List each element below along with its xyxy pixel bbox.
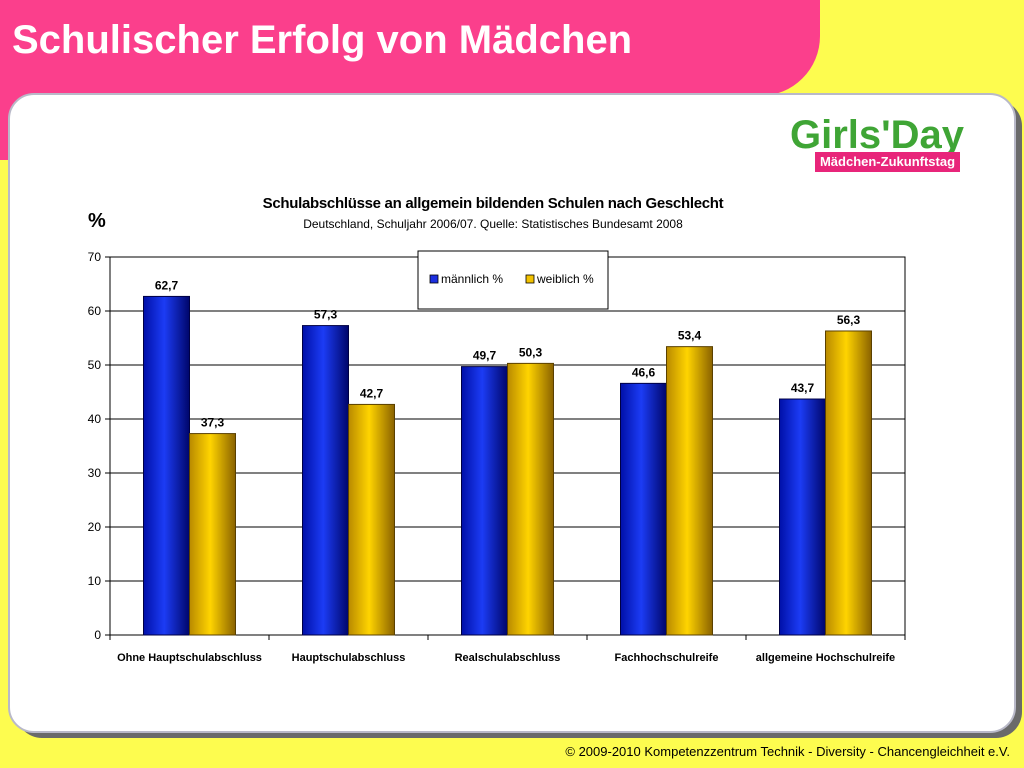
data-label: 56,3 [837, 313, 861, 327]
logo-wordmark: Girls'Day [790, 113, 965, 157]
bar-female [348, 403, 395, 636]
y-tick-label: 20 [88, 520, 102, 534]
x-tick-label: Realschulabschluss [455, 652, 561, 664]
title-banner [0, 0, 820, 96]
data-label: 57,3 [314, 308, 338, 322]
legend-label-male: männlich % [441, 272, 503, 286]
logo-tagline: Mädchen-Zukunftstag [815, 152, 960, 172]
x-tick-label: Hauptschulabschluss [292, 652, 406, 664]
data-label: 46,6 [632, 365, 656, 379]
bar-male [302, 325, 349, 636]
legend-box [417, 250, 609, 310]
y-tick-label: 50 [88, 358, 102, 372]
y-tick-label: 60 [88, 304, 102, 318]
x-tick-label: Ohne Hauptschulabschluss [117, 652, 262, 664]
bar-male [779, 398, 826, 636]
x-tick-label: Fachhochschulreife [615, 652, 719, 664]
bar-female [666, 346, 713, 636]
data-label: 43,7 [791, 381, 815, 395]
x-tick-label: allgemeine Hochschulreife [756, 652, 895, 664]
bar-female [825, 330, 872, 636]
bar-female [507, 362, 554, 636]
bar-chart: 0 10 20 30 40 50 60 70 Ohne Hauptschulabschluss… [88, 250, 906, 664]
slide-title: Schulischer Erfolg von Mädchen [12, 18, 633, 62]
data-label: 37,3 [201, 416, 225, 430]
legend-swatch-female [525, 274, 535, 284]
y-tick-label: 40 [88, 412, 102, 426]
data-label: 50,3 [519, 345, 543, 359]
y-tick-label: 70 [88, 250, 102, 264]
footer-copyright: © 2009-2010 Kompetenzzentrum Technik - D… [565, 744, 1010, 759]
y-tick-label: 30 [88, 466, 102, 480]
data-label: 42,7 [360, 386, 384, 400]
legend-swatch-male [429, 274, 439, 284]
bar-male [143, 295, 190, 636]
bar-female [189, 433, 236, 636]
y-tick-label: 0 [94, 628, 101, 642]
data-label: 53,4 [678, 329, 702, 343]
bar-male [461, 366, 508, 636]
data-label: 62,7 [155, 278, 179, 292]
y-axis-label: % [88, 210, 106, 232]
chart-title: Schulabschlüsse an allgemein bildenden S… [262, 195, 724, 212]
bar-male [620, 382, 667, 636]
chart-subtitle: Deutschland, Schuljahr 2006/07. Quelle: … [303, 217, 683, 231]
data-label: 49,7 [473, 349, 497, 363]
legend-label-female: weiblich % [536, 272, 594, 286]
girls-day-logo: Girls'Day [788, 104, 994, 176]
y-tick-label: 10 [88, 574, 102, 588]
